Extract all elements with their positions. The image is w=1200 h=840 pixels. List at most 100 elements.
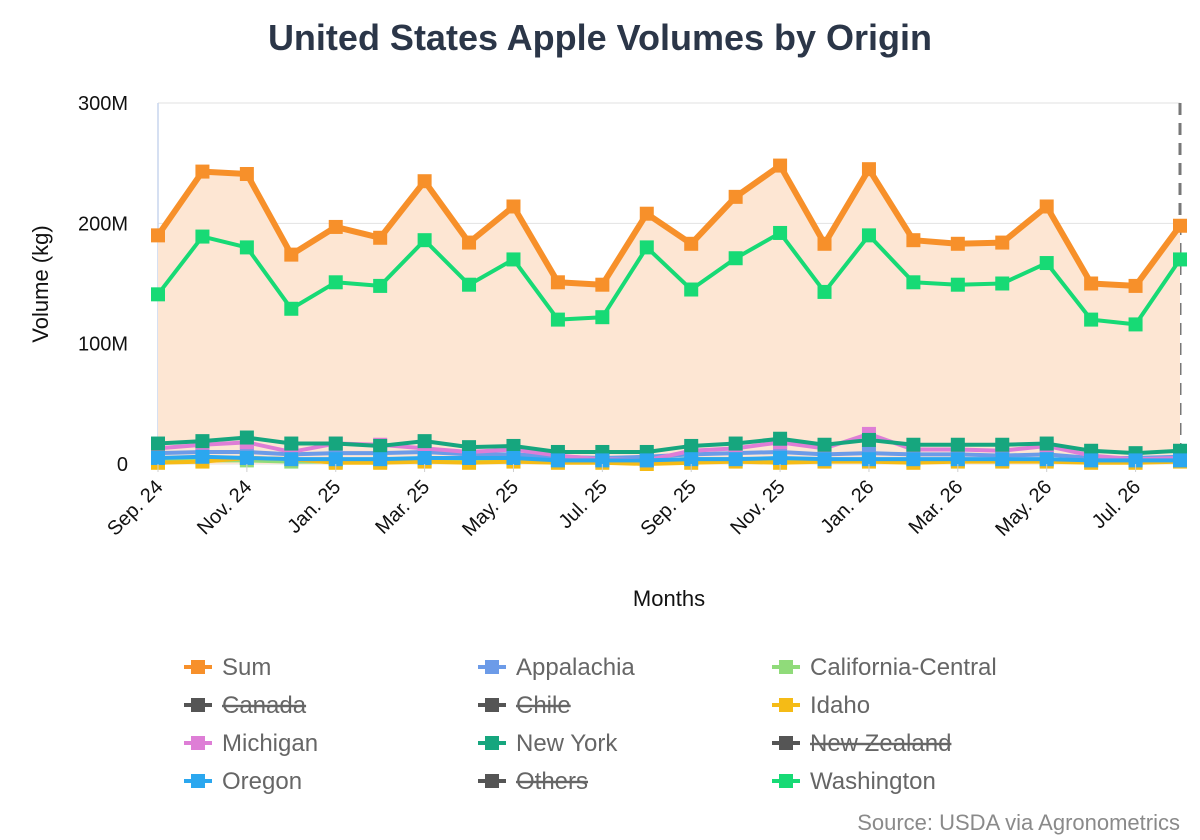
data-point-washington bbox=[906, 275, 921, 290]
legend-label: Washington bbox=[810, 768, 936, 795]
data-point-sum bbox=[906, 233, 921, 248]
x-tick-label: May. 26 bbox=[991, 476, 1056, 541]
plot-area bbox=[151, 158, 1187, 471]
y-axis-ticks: 0 100M 200M 300M bbox=[78, 93, 128, 476]
data-point-new-york bbox=[151, 436, 165, 451]
data-point-washington bbox=[728, 251, 743, 266]
x-axis-label: Months bbox=[633, 586, 705, 611]
data-point-washington bbox=[1128, 317, 1143, 332]
data-point-oregon bbox=[950, 452, 965, 467]
legend-item-oregon[interactable]: Oregon bbox=[184, 768, 302, 795]
data-point-sum bbox=[195, 164, 210, 179]
legend-item-appalachia[interactable]: Appalachia bbox=[478, 654, 635, 681]
data-point-new-york bbox=[817, 437, 832, 452]
series-line-oregon bbox=[156, 454, 1182, 463]
data-point-oregon bbox=[417, 450, 432, 465]
legend-swatch-marker bbox=[191, 698, 205, 712]
data-point-washington bbox=[417, 233, 432, 248]
data-point-oregon bbox=[595, 453, 610, 468]
legend-item-michigan[interactable]: Michigan bbox=[184, 730, 318, 757]
data-point-washington bbox=[151, 287, 165, 302]
legend-item-washington[interactable]: Washington bbox=[772, 768, 936, 795]
legend-swatch-marker bbox=[485, 774, 499, 788]
data-point-oregon bbox=[1084, 453, 1099, 468]
data-point-oregon bbox=[151, 450, 165, 465]
data-point-oregon bbox=[373, 452, 388, 467]
data-point-sum bbox=[817, 236, 832, 251]
data-point-washington bbox=[817, 284, 832, 299]
data-point-new-york bbox=[462, 440, 477, 455]
data-point-sum bbox=[639, 206, 654, 221]
legend-item-new-york[interactable]: New York bbox=[478, 730, 618, 757]
data-point-oregon bbox=[284, 452, 299, 467]
data-point-sum bbox=[462, 235, 477, 250]
data-point-washington bbox=[995, 276, 1010, 291]
legend-item-new-zealand[interactable]: New Zealand bbox=[772, 730, 951, 757]
data-point-washington bbox=[595, 310, 610, 325]
data-point-new-york bbox=[728, 436, 743, 451]
data-point-new-york bbox=[995, 437, 1010, 452]
y-tick-label: 100M bbox=[78, 334, 128, 356]
legend-swatch-marker bbox=[779, 736, 793, 750]
x-axis-ticks: Sep. 24 Nov. 24 Jan. 25 Mar. 25 May. 25 Jul. … bbox=[103, 464, 1145, 541]
data-point-oregon bbox=[639, 453, 654, 468]
data-point-new-york bbox=[773, 431, 788, 446]
data-point-new-york bbox=[373, 438, 388, 453]
legend-item-others[interactable]: Others bbox=[478, 768, 588, 795]
legend-label: Michigan bbox=[222, 730, 318, 757]
data-point-washington bbox=[462, 277, 477, 292]
legend-item-chile[interactable]: Chile bbox=[478, 692, 571, 719]
data-point-sum bbox=[684, 236, 699, 251]
legend-item-sum[interactable]: Sum bbox=[184, 654, 271, 681]
sum-area-fill bbox=[158, 165, 1180, 464]
legend-label: Chile bbox=[516, 692, 571, 719]
data-point-sum bbox=[506, 199, 521, 214]
data-point-oregon bbox=[1039, 452, 1054, 467]
data-point-washington bbox=[550, 312, 565, 327]
data-point-oregon bbox=[195, 449, 210, 464]
data-point-sum bbox=[595, 277, 610, 292]
legend-label: Idaho bbox=[810, 692, 870, 719]
data-point-new-york bbox=[861, 432, 876, 447]
legend-swatch-marker bbox=[779, 698, 793, 712]
legend-item-california-central[interactable]: California-Central bbox=[772, 654, 997, 681]
legend-label: Appalachia bbox=[516, 654, 635, 681]
data-point-oregon bbox=[861, 452, 876, 467]
legend: Sum Appalachia California-Central Canada Chi… bbox=[184, 654, 997, 795]
data-point-new-york bbox=[328, 436, 343, 451]
legend-label: New Zealand bbox=[810, 730, 951, 757]
series-line-sum bbox=[155, 162, 1183, 289]
series-oregon bbox=[151, 449, 1187, 468]
data-point-new-york bbox=[506, 438, 521, 453]
data-point-sum bbox=[1128, 278, 1143, 293]
data-point-washington bbox=[773, 225, 788, 240]
data-point-washington bbox=[328, 275, 343, 290]
data-point-oregon bbox=[684, 452, 699, 467]
series-sum bbox=[151, 158, 1187, 293]
data-point-new-york bbox=[195, 434, 210, 449]
data-point-sum bbox=[861, 162, 876, 177]
legend-item-canada[interactable]: Canada bbox=[184, 692, 307, 719]
data-point-new-york bbox=[417, 434, 432, 449]
legend-swatch-marker bbox=[485, 698, 499, 712]
legend-item-idaho[interactable]: Idaho bbox=[772, 692, 870, 719]
series-line-idaho bbox=[156, 455, 1182, 466]
x-tick-label: Sep. 24 bbox=[103, 476, 167, 540]
legend-label: Others bbox=[516, 768, 588, 795]
y-tick-label: 200M bbox=[78, 213, 128, 235]
legend-label: Oregon bbox=[222, 768, 302, 795]
data-point-sum bbox=[995, 235, 1010, 250]
data-point-washington bbox=[1173, 252, 1187, 267]
data-point-sum bbox=[284, 247, 299, 262]
legend-label: New York bbox=[516, 730, 618, 757]
data-point-new-york bbox=[906, 437, 921, 452]
y-tick-label: 0 bbox=[117, 454, 128, 476]
data-point-washington bbox=[1039, 256, 1054, 271]
data-point-washington bbox=[950, 277, 965, 292]
data-point-sum bbox=[1173, 218, 1187, 233]
data-point-washington bbox=[1084, 312, 1099, 327]
data-point-new-york bbox=[239, 430, 254, 445]
x-tick-label: Jul. 25 bbox=[555, 476, 612, 533]
data-point-oregon bbox=[550, 453, 565, 468]
